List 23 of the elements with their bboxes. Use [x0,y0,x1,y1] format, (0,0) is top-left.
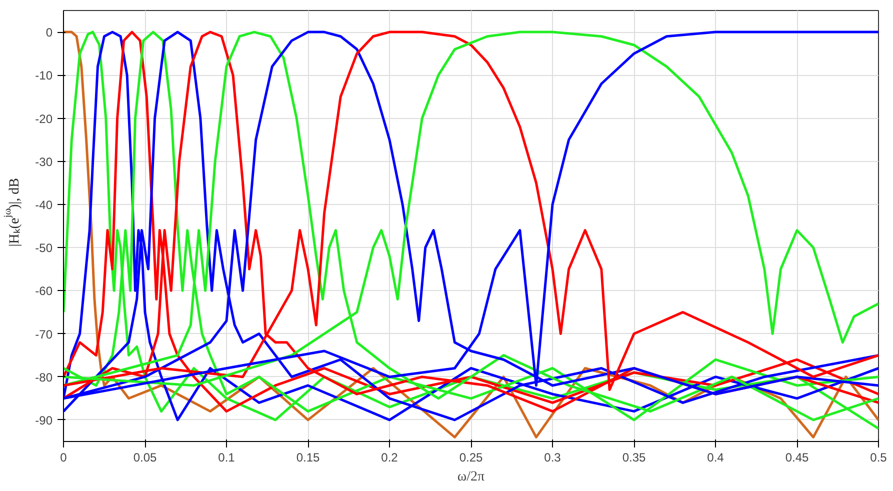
x-tick-label: 0.1 [218,450,236,464]
y-tick-label: -30 [35,154,53,169]
y-tick-label: -20 [35,112,53,126]
y-tick-label: -80 [35,370,53,384]
x-tick-label: 0.25 [459,450,484,464]
x-tick-label: 0.05 [133,450,158,464]
x-tick-label: 0.35 [622,450,646,464]
x-tick-label: 0 [60,450,68,464]
y-tick-label: -40 [35,198,53,212]
y-axis-title: |Hₖ(ejω)|, dB [2,178,22,247]
x-tick-label: 0.5 [870,450,888,464]
x-tick-label: 0.3 [544,450,562,464]
x-tick-label: 0.2 [381,450,398,464]
y-tick-label: -70 [35,327,53,342]
x-tick-label: 0.15 [296,450,320,464]
x-axis-title: ω/2π [457,470,485,484]
y-tick-label: -50 [35,241,53,256]
x-tick-label: 0.4 [707,450,724,464]
y-tick-label: -60 [35,284,53,298]
y-tick-label: -10 [35,68,53,83]
x-tick-label: 0.45 [785,450,810,464]
y-tick-label: 0 [46,26,53,40]
y-tick-label: -90 [35,413,53,428]
